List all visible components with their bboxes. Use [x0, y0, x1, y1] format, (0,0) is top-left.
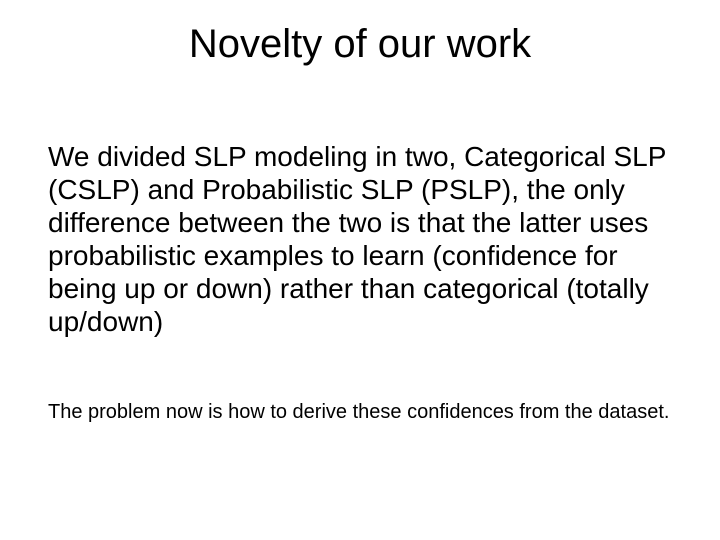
slide-title: Novelty of our work — [0, 22, 720, 67]
slide-body-sub: The problem now is how to derive these c… — [48, 400, 676, 424]
slide-body-main: We divided SLP modeling in two, Categori… — [48, 140, 676, 338]
slide: Novelty of our work We divided SLP model… — [0, 0, 720, 540]
